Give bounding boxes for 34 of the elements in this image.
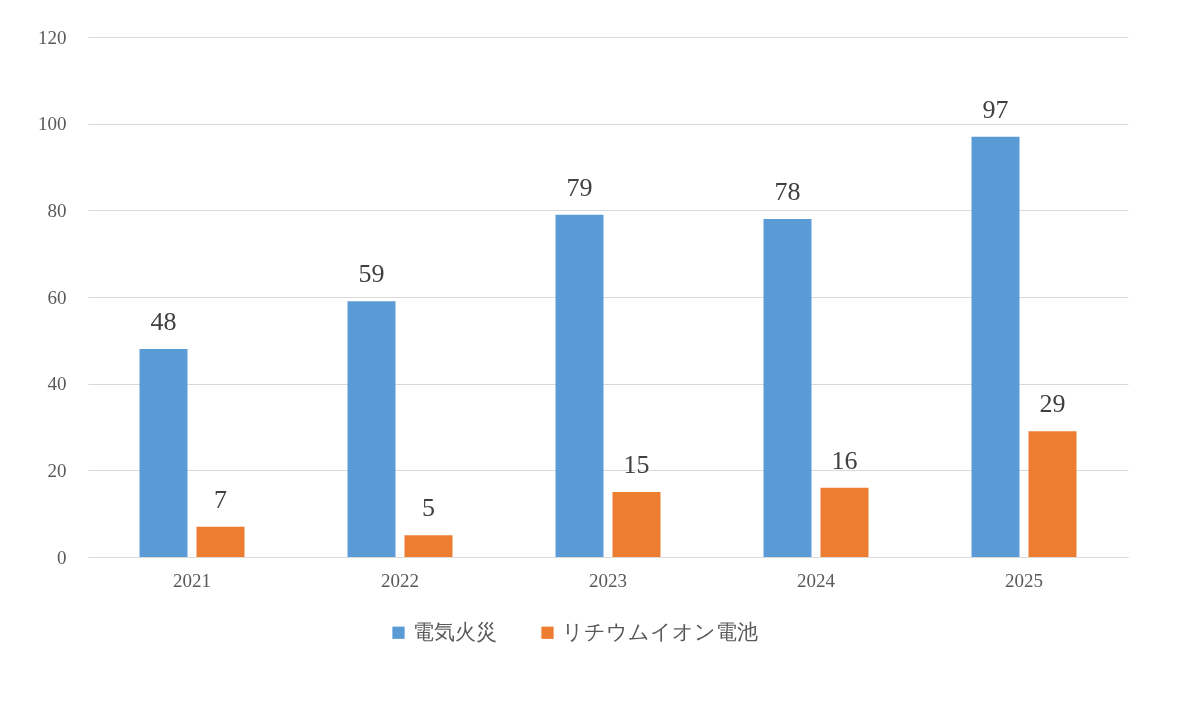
y-tick-label: 60 bbox=[47, 286, 67, 308]
data-label: 15 bbox=[623, 450, 650, 479]
x-tick-label: 2023 bbox=[589, 569, 627, 591]
bar bbox=[763, 219, 812, 557]
x-tick-label: 2022 bbox=[381, 569, 419, 591]
bar bbox=[971, 136, 1020, 557]
x-tick-label: 2021 bbox=[173, 569, 211, 591]
bar bbox=[612, 492, 661, 557]
data-label: 78 bbox=[774, 177, 801, 206]
bar bbox=[139, 349, 188, 557]
legend-label: 電気火災 bbox=[413, 619, 497, 644]
y-tick-label: 120 bbox=[38, 26, 67, 48]
data-label: 97 bbox=[982, 94, 1009, 124]
data-label: 59 bbox=[358, 259, 385, 289]
y-tick-label: 100 bbox=[38, 113, 67, 135]
bar bbox=[196, 526, 245, 557]
bar bbox=[1028, 431, 1077, 557]
x-tick-label: 2025 bbox=[1005, 569, 1043, 591]
bar bbox=[404, 535, 453, 557]
data-label: 7 bbox=[213, 484, 227, 514]
bar bbox=[820, 487, 869, 557]
data-label: 16 bbox=[831, 445, 858, 475]
x-tick-label: 2024 bbox=[797, 569, 836, 591]
data-label: 48 bbox=[150, 307, 177, 336]
y-tick-label: 80 bbox=[47, 199, 67, 221]
y-tick-label: 20 bbox=[47, 459, 67, 481]
bar bbox=[555, 214, 604, 557]
legend-label: リチウムイオン電池 bbox=[562, 619, 758, 644]
bar bbox=[347, 301, 396, 557]
y-tick-label: 40 bbox=[47, 373, 67, 395]
data-label: 79 bbox=[566, 172, 593, 202]
data-label: 5 bbox=[421, 493, 435, 523]
data-label: 29 bbox=[1039, 389, 1066, 419]
y-tick-label: 0 bbox=[57, 546, 67, 568]
